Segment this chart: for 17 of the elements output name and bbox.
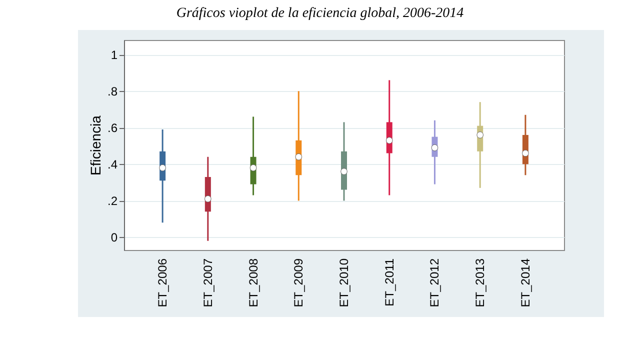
y-tick-label: .6 [107,121,118,136]
x-tick-label: ET_2014 [518,258,532,308]
x-tick-label: ET_2006 [156,258,170,308]
y-tick-label: 0 [110,230,118,245]
x-tick-label: ET_2008 [246,258,260,308]
chart-title: Gráficos vioplot de la eficiencia global, 2006-2014 [175,5,465,23]
x-tick-label: ET_2012 [428,258,442,308]
y-tick-label: .8 [107,84,118,99]
y-tick-label: .4 [107,158,118,172]
x-tick-label: ET_2011 [382,258,396,306]
y-tick-label: .2 [107,194,118,208]
y-tick-label: 1 [110,48,118,62]
x-tick-label: ET_2013 [473,258,488,308]
x-tick-label: ET_2009 [292,258,306,308]
x-tick-label: ET_2010 [337,258,351,308]
x-tick-label: ET_2007 [200,258,215,308]
y-axis-title: Eficiencia [87,115,104,176]
